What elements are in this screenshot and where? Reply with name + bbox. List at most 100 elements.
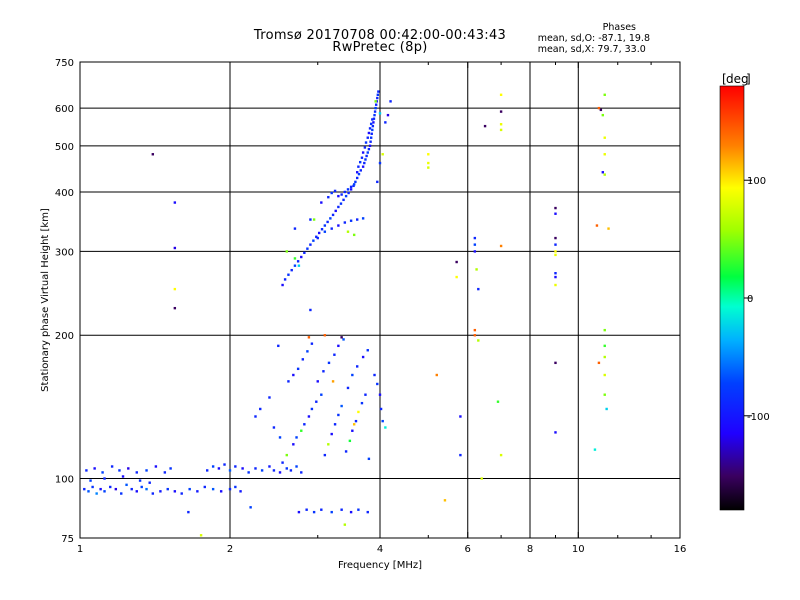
echo-point [366,510,369,514]
echo-point [554,275,557,279]
echo-point [480,477,483,480]
colorbar-ticks: 100 0 -100 [744,176,770,423]
grid-lines [80,62,680,538]
echo-point [603,136,606,139]
echo-point [223,463,226,466]
echo-point [377,90,380,93]
echo-point [306,350,309,353]
echo-point [378,393,382,396]
echo-point [180,492,183,495]
echo-point [364,393,367,396]
echo-point [554,431,557,434]
echo-point [354,180,357,184]
phase-x-stats: mean, sd,X: 79.7, 33.0 [537,44,646,55]
echo-point [367,147,371,151]
x-tick-label: 1 [77,544,83,555]
echo-point [151,153,155,156]
echo-point [499,93,503,96]
echo-point [352,184,355,188]
echo-point [173,306,177,310]
echo-point [316,236,319,240]
echo-point [367,457,371,461]
echo-point [169,467,172,470]
echo-point [145,469,148,472]
echo-point [371,124,375,128]
echo-point [166,487,169,491]
echo-points [83,90,610,537]
echo-point [496,400,500,403]
echo-point [293,227,297,230]
echo-point [211,487,215,491]
echo-point [285,250,288,253]
echo-point [309,243,312,246]
echo-point [554,283,557,287]
echo-point [101,471,104,474]
echo-point [337,413,340,417]
echo-point [173,246,177,250]
echo-point [347,191,350,195]
echo-point [499,123,503,126]
echo-point [477,287,480,291]
echo-point [315,235,318,238]
echo-point [366,151,369,154]
echo-point [554,236,557,240]
echo-point [283,278,287,281]
echo-point [260,469,264,472]
colorbar-tick-label: -100 [747,412,770,423]
echo-point [352,183,356,186]
echo-point [349,188,353,191]
echo-point [359,169,362,172]
echo-point [281,283,284,287]
echo-point [554,250,557,253]
echo-point [228,469,232,472]
echo-point [340,193,343,196]
echo-point [307,336,311,339]
echo-point [367,131,371,135]
chart-title: Tromsø 20170708 00:42:00-00:43:43 [253,28,507,43]
colorbar-title: [ deg ] [722,72,751,86]
echo-point [366,136,369,139]
echo-point [337,194,340,198]
echo-point [368,127,372,130]
echo-point [364,158,367,161]
echo-point [285,467,288,470]
echo-point [344,450,348,453]
echo-point [355,176,359,180]
echo-point [459,415,462,418]
echo-point [301,358,305,361]
echo-point [342,338,345,341]
x-tick-label: 2 [227,544,233,555]
echo-point [340,508,343,511]
echo-point [331,380,335,383]
svg-text:]: ] [746,72,751,86]
echo-point [603,328,606,332]
echo-point [351,429,354,432]
echo-point [372,121,375,124]
echo-point [603,93,606,96]
echo-point [378,112,382,115]
echo-point [327,443,330,446]
colorbar-tick-label: 0 [747,294,753,305]
echo-point [369,122,373,126]
echo-point [349,185,353,189]
echo-point [389,100,392,103]
axis-ticks: 1 2 4 6 8 10 16 75 100 200 300 400 500 600 750 [55,58,686,555]
echo-point [93,467,96,470]
echo-point [310,342,314,345]
echo-point [358,160,362,164]
echo-point [300,255,303,259]
echo-point [196,490,199,493]
echo-point [357,172,361,176]
echo-point [320,228,324,231]
echo-point [595,224,599,227]
echo-point [323,453,327,457]
echo-point [372,117,376,120]
echo-point [427,166,430,169]
x-tick-label: 6 [465,544,471,555]
echo-point [334,209,337,213]
echo-point [554,272,557,275]
echo-point [95,492,98,495]
echo-point [293,257,297,260]
echo-point [333,423,337,426]
